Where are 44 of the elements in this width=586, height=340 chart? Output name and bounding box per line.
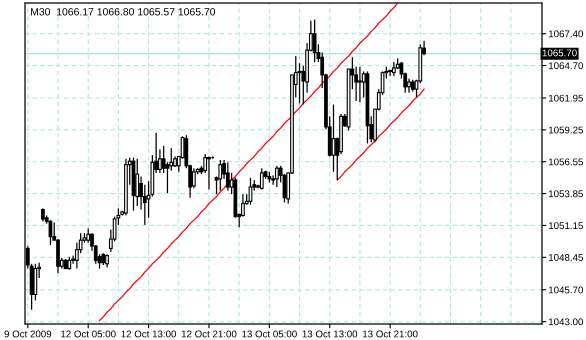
y-tick-label: 1064.70 (548, 62, 584, 70)
x-tick-label: 12 Oct 05:00 (61, 330, 116, 338)
candlestick (241, 194, 245, 218)
candlestick (105, 254, 109, 268)
x-tick-label: 13 Oct 05:00 (242, 330, 297, 338)
x-tick-label: 12 Oct 13:00 (122, 330, 176, 338)
y-tick-label: 1051.15 (548, 222, 583, 230)
candlestick (312, 18, 317, 63)
x-tick-label: 9 Oct 2009 (4, 330, 52, 338)
candlestick (267, 171, 272, 184)
candlestick (260, 168, 264, 190)
candlestick (135, 158, 140, 207)
candlestick (64, 258, 68, 270)
x-tick-label: 12 Oct 21:00 (182, 330, 236, 338)
y-tick-label: 1067.40 (548, 30, 584, 38)
candlestick (410, 79, 415, 92)
line-series (98, 3, 398, 322)
ref-line-label: 1065.70 (542, 49, 577, 56)
candlestick (48, 220, 52, 246)
candlestick (218, 159, 222, 192)
candlestick (67, 256, 72, 270)
y-tick-label: 1059.25 (548, 126, 583, 134)
candlestick (358, 66, 362, 103)
y-tick-label: 1043.00 (548, 318, 584, 326)
y-tick-label: 1045.70 (548, 286, 584, 294)
candlestick (192, 168, 196, 189)
candlestick (101, 252, 106, 266)
chart-title: M30 1066.17 1066.80 1065.57 1065.70 (31, 8, 216, 16)
x-tick-label: 13 Oct 21:00 (363, 330, 418, 338)
y-tick-label: 1053.85 (548, 190, 583, 198)
x-tick-label: 13 Oct 13:00 (302, 330, 358, 338)
candlestick (41, 208, 45, 222)
candlestick (275, 165, 279, 188)
y-tick-label: 1048.45 (548, 254, 583, 261)
candlestick (86, 228, 90, 244)
candlestick (392, 61, 396, 77)
candlestick (332, 104, 336, 172)
candlestick (248, 177, 252, 206)
candlestick (407, 78, 411, 94)
candlestick (226, 162, 230, 192)
y-tick-label: 1061.95 (548, 94, 583, 102)
candlestick (207, 156, 211, 190)
line-series (336, 88, 425, 181)
y-tick-label: 1056.55 (548, 158, 583, 166)
